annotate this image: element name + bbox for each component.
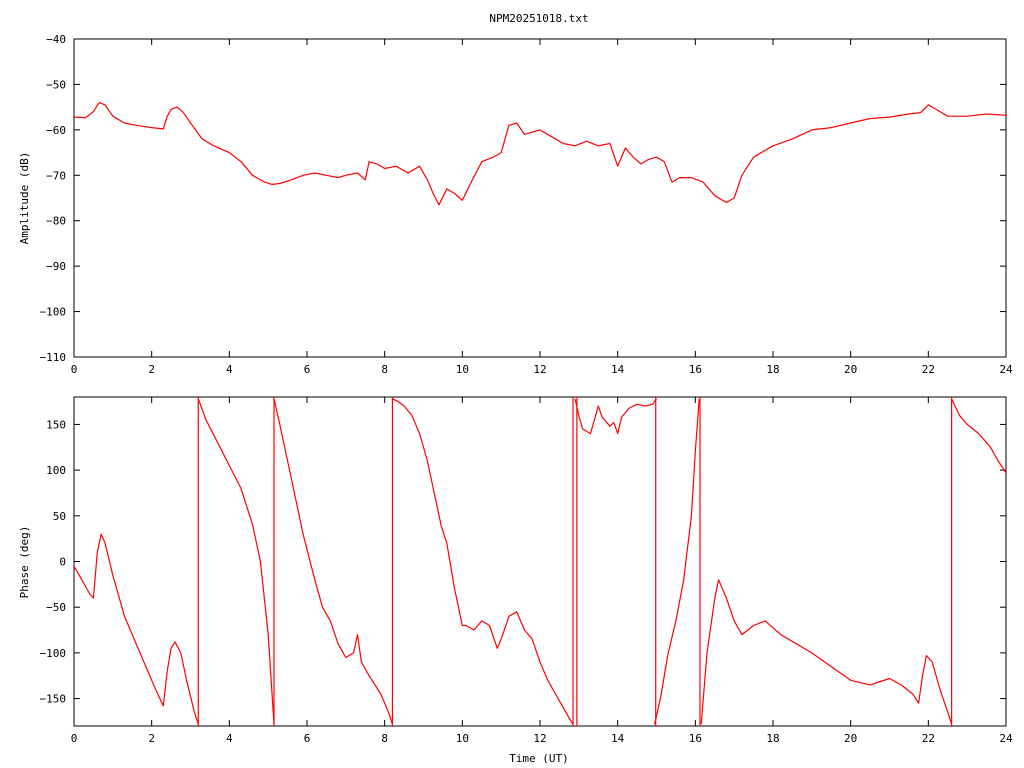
x-tick-label: 10 xyxy=(456,732,469,745)
amplitude-ticks: 0 2 4 6 8 10 12 14 16 18 20 22 24−110−100−90−80−70−6… xyxy=(40,33,1013,376)
phase-series xyxy=(73,397,1007,726)
x-tick-label: 22 xyxy=(922,732,935,745)
y-tick-label: −150 xyxy=(40,693,67,706)
series-line-segment-1-7 xyxy=(951,398,1007,474)
chart-title: NPM20251018.txt xyxy=(489,12,588,25)
y-tick-label: −50 xyxy=(46,601,66,614)
y-tick-label: −110 xyxy=(40,351,67,364)
amplitude-series xyxy=(73,101,1007,206)
x-tick-label: 18 xyxy=(766,363,779,376)
y-tick-label: −90 xyxy=(46,260,66,273)
phase-x-axis-label: Time (UT) xyxy=(509,752,569,765)
x-tick-label: 16 xyxy=(689,363,702,376)
x-tick-label: 10 xyxy=(456,363,469,376)
x-tick-label: 4 xyxy=(226,363,233,376)
y-tick-label: −60 xyxy=(46,124,66,137)
x-tick-label: 12 xyxy=(533,732,546,745)
series-line-segment-1-0 xyxy=(73,533,199,725)
y-tick-label: 100 xyxy=(46,464,66,477)
amplitude-y-axis-label: Amplitude (dB) xyxy=(18,152,31,245)
series-line-segment-1-3 xyxy=(392,398,574,725)
series-line-segment-1-5 xyxy=(654,398,700,725)
phase-ticks: 0 2 4 6 8 10 12 14 16 18 20 22 24−150−100−5005010015… xyxy=(40,397,1013,745)
phase-plot-frame xyxy=(73,396,1007,727)
y-tick-label: −70 xyxy=(46,169,66,182)
series-line-segment-1-4 xyxy=(574,398,657,435)
x-tick-label: 18 xyxy=(766,732,779,745)
y-tick-label: −100 xyxy=(40,647,67,660)
amplitude-panel: 0 2 4 6 8 10 12 14 16 18 20 22 24−110−100−90−80−70−6… xyxy=(18,33,1013,376)
amplitude-plot-frame xyxy=(73,38,1007,358)
x-tick-label: 8 xyxy=(381,363,388,376)
x-tick-label: 8 xyxy=(381,732,388,745)
x-tick-label: 20 xyxy=(844,732,857,745)
x-tick-label: 2 xyxy=(148,363,155,376)
y-tick-label: 0 xyxy=(59,556,66,569)
y-tick-label: −100 xyxy=(40,306,67,319)
x-tick-label: 14 xyxy=(611,363,625,376)
series-line-segment-0-0 xyxy=(73,101,1007,206)
x-tick-label: 0 xyxy=(71,732,78,745)
x-tick-label: 6 xyxy=(304,363,311,376)
phase-panel: 0 2 4 6 8 10 12 14 16 18 20 22 24−150−100−5005010015… xyxy=(18,396,1013,765)
x-tick-label: 6 xyxy=(304,732,311,745)
y-tick-label: −80 xyxy=(46,215,66,228)
y-tick-label: 150 xyxy=(46,418,66,431)
y-tick-label: 50 xyxy=(53,510,66,523)
x-tick-label: 12 xyxy=(533,363,546,376)
x-tick-label: 14 xyxy=(611,732,625,745)
series-line-segment-1-6 xyxy=(700,579,953,725)
y-tick-label: −40 xyxy=(46,33,66,46)
x-tick-label: 2 xyxy=(148,732,155,745)
x-tick-label: 24 xyxy=(999,732,1013,745)
x-tick-label: 0 xyxy=(71,363,78,376)
x-tick-label: 24 xyxy=(999,363,1013,376)
x-tick-label: 16 xyxy=(689,732,702,745)
y-tick-label: −50 xyxy=(46,78,66,91)
x-tick-label: 4 xyxy=(226,732,233,745)
x-tick-label: 22 xyxy=(922,363,935,376)
series-line-segment-1-2 xyxy=(273,398,393,725)
phase-y-axis-label: Phase (deg) xyxy=(18,526,31,599)
series-line-segment-1-1 xyxy=(197,398,275,725)
x-tick-label: 20 xyxy=(844,363,857,376)
